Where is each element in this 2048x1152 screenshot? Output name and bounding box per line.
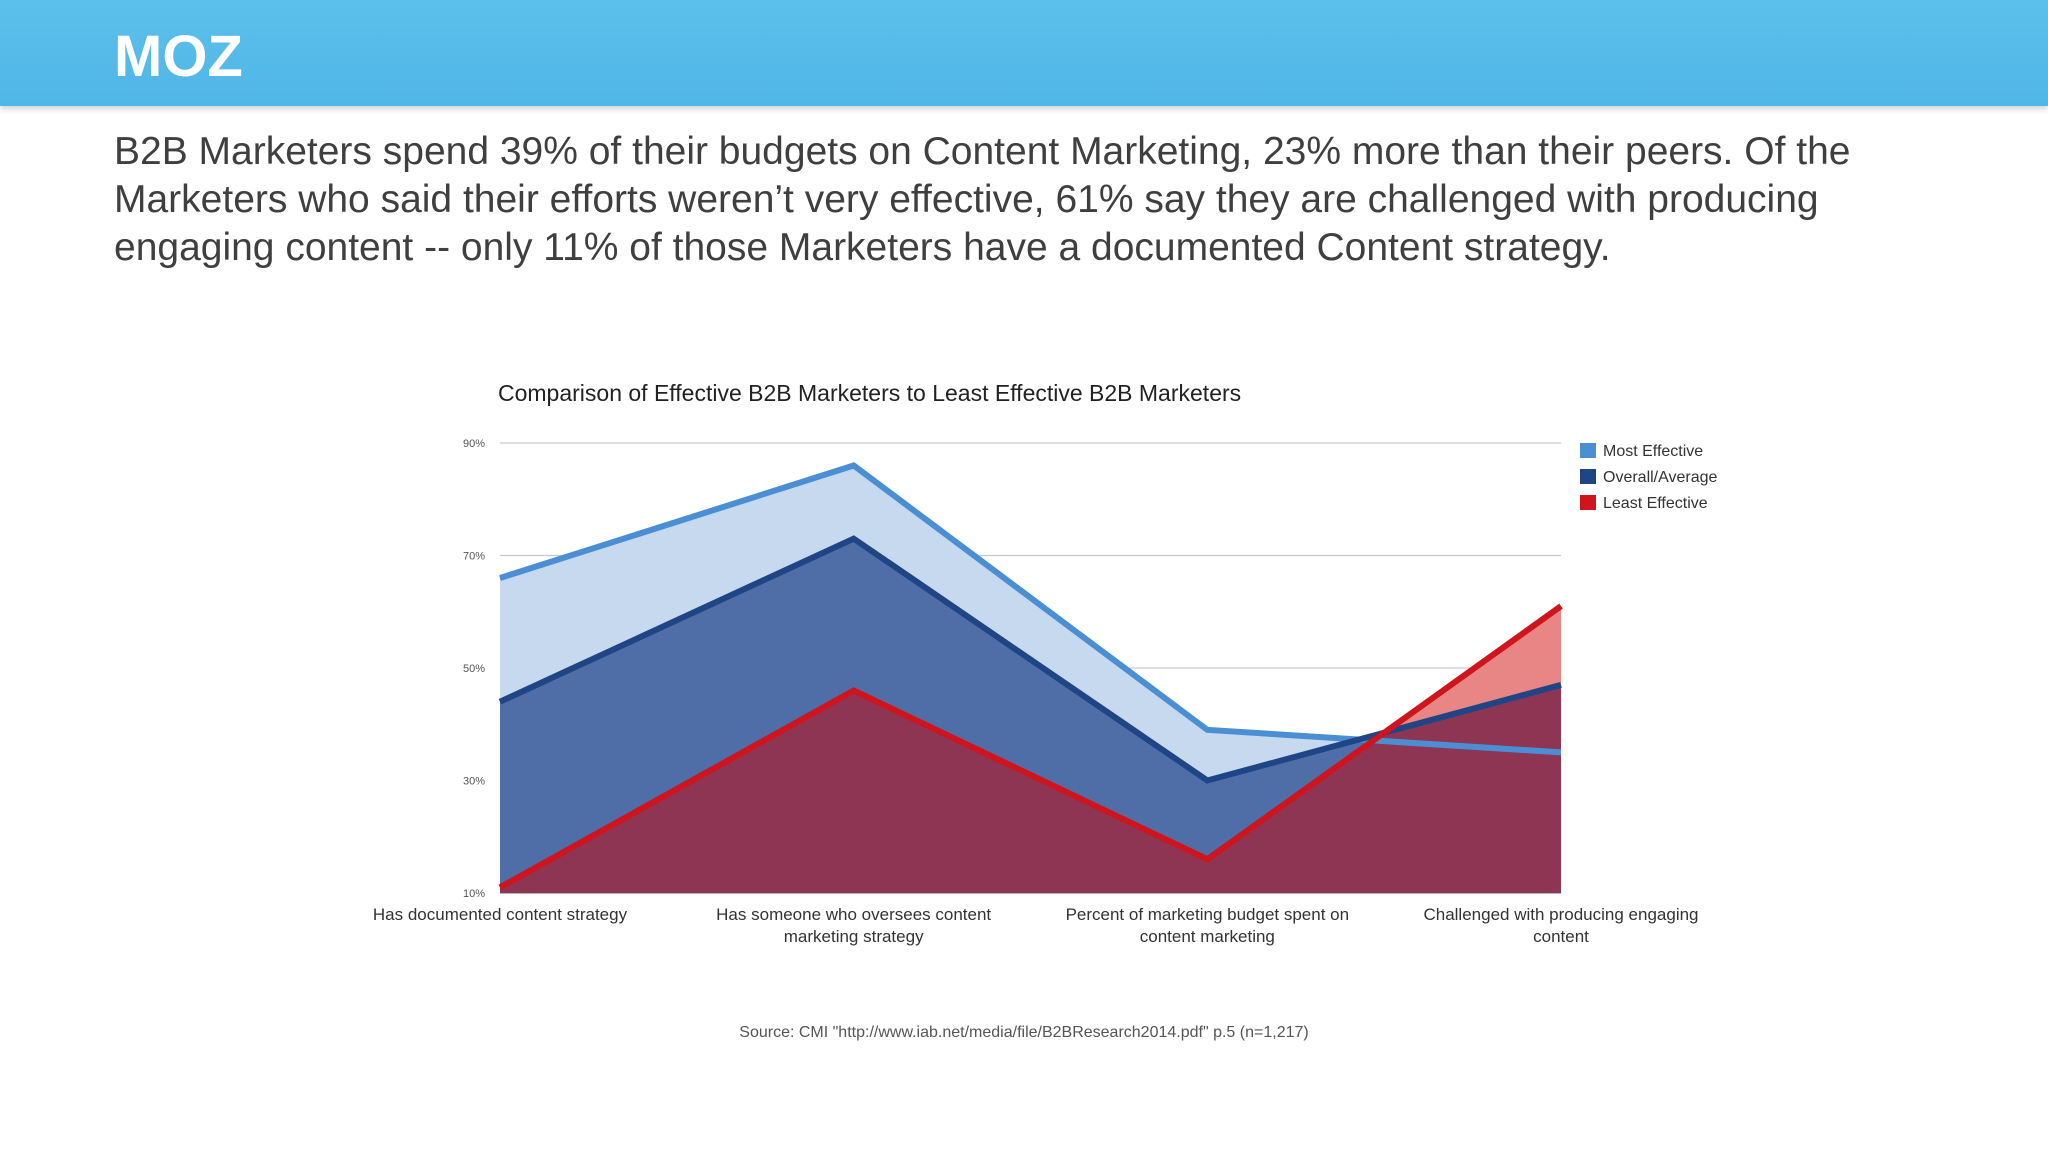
legend-label: Least Effective <box>1603 495 1708 512</box>
source-note: Source: CMI "http://www.iab.net/media/fi… <box>739 1024 1309 1041</box>
legend-label: Overall/Average <box>1603 469 1718 486</box>
x-tick-label: Percent of marketing budget spent on <box>1066 905 1350 924</box>
header-bar: MOZ <box>0 0 2048 106</box>
legend-swatch <box>1580 469 1596 484</box>
x-tick-label: Has someone who oversees content <box>716 905 991 924</box>
x-tick-label: content <box>1533 927 1589 946</box>
legend-swatch <box>1580 443 1596 458</box>
logo-text: MOZ <box>114 26 243 82</box>
line-most-effective <box>499 462 1562 756</box>
x-tick-label: Has documented content strategy <box>373 905 628 924</box>
x-tick-label: content marketing <box>1140 927 1275 946</box>
line-least-effective <box>498 603 1563 890</box>
y-tick-label: 50% <box>463 663 485 675</box>
x-tick-label: Challenged with producing engaging <box>1423 905 1698 924</box>
y-tick-label: 70% <box>463 551 485 563</box>
moz-logo: MOZ <box>114 26 243 82</box>
area-overlap <box>500 684 1561 893</box>
legend-label: Most Effective <box>1603 443 1703 460</box>
chart-title: Comparison of Effective B2B Marketers to… <box>498 380 1241 406</box>
legend-swatch <box>1580 495 1596 510</box>
x-tick-label: marketing strategy <box>784 927 924 946</box>
y-tick-label: 10% <box>463 888 485 900</box>
headline: B2B Marketers spend 39% of their budgets… <box>114 130 1851 269</box>
y-tick-label: 30% <box>463 776 485 788</box>
y-tick-label: 90% <box>463 438 485 450</box>
